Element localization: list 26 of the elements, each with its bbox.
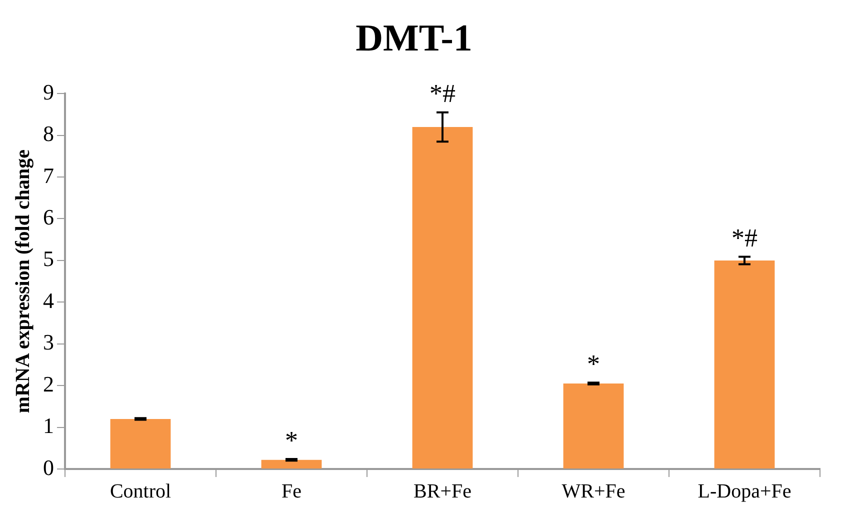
chart-title: DMT-1 (356, 18, 472, 60)
bar (563, 383, 624, 468)
bar (412, 126, 473, 468)
y-tick-label: 6 (43, 204, 54, 230)
y-tick-label: 4 (43, 288, 54, 313)
y-tick-label: 9 (43, 79, 54, 104)
annotation: *# (732, 224, 758, 253)
annotation: *# (430, 79, 456, 108)
annotation: * (587, 349, 600, 378)
bar (110, 418, 171, 468)
bar (714, 260, 775, 468)
bar (261, 460, 322, 468)
y-axis-title: mRNA expression (fold change (12, 149, 34, 414)
x-tick-label: L-Dopa+Fe (698, 480, 792, 502)
y-tick-label: 5 (43, 246, 54, 272)
x-tick-label: BR+Fe (414, 480, 472, 502)
y-tick-label: 1 (43, 413, 54, 438)
y-tick-label: 7 (43, 162, 54, 188)
annotation: * (285, 426, 298, 455)
x-tick-label: Control (110, 480, 172, 502)
y-tick-label: 0 (43, 454, 54, 480)
y-tick-label: 2 (43, 371, 54, 396)
x-tick-label: WR+Fe (562, 480, 626, 502)
y-tick-label: 8 (43, 121, 54, 146)
x-tick-label: Fe (282, 480, 302, 502)
y-tick-label: 3 (43, 330, 54, 355)
